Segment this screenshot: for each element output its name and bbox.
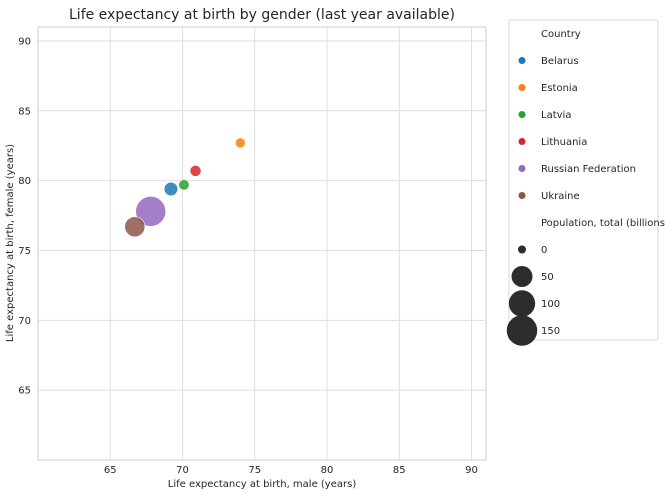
y-tick-label: 65	[18, 386, 31, 397]
legend-marker	[518, 84, 526, 91]
legend-frame	[508, 19, 659, 341]
x-tick-label: 65	[104, 465, 117, 476]
legend-size-marker	[511, 266, 533, 287]
data-point-latvia	[178, 179, 190, 191]
legend-marker	[518, 165, 526, 172]
data-point-russian-federation	[135, 196, 167, 227]
legend-size-marker	[506, 315, 538, 346]
legend-hue-title: Country	[541, 29, 581, 40]
legend-entry: Latvia	[541, 110, 571, 121]
legend-size-label: 150	[541, 326, 560, 337]
legend-marker	[518, 57, 526, 64]
legend-size-label: 100	[541, 299, 560, 310]
x-tick-label: 85	[393, 465, 406, 476]
y-tick-label: 75	[18, 246, 31, 257]
x-axis-label: Life expectancy at birth, male (years)	[168, 479, 357, 490]
legend: Country Belarus Estonia Latvia Lithuania Russ…	[506, 19, 665, 346]
legend-marker	[518, 138, 526, 145]
y-axis-ticks: 65 70 75 80 85 90	[18, 36, 31, 396]
x-tick-label: 75	[248, 465, 261, 476]
legend-entry: Estonia	[541, 83, 578, 94]
legend-size-marker	[518, 245, 526, 254]
y-tick-label: 80	[18, 176, 31, 187]
data-point-lithuania	[189, 165, 202, 177]
legend-entry: Lithuania	[541, 137, 587, 148]
legend-size-label: 50	[541, 272, 554, 283]
y-tick-label: 85	[18, 106, 31, 117]
legend-size-label: 0	[541, 245, 547, 256]
legend-size-marker	[508, 290, 536, 317]
x-tick-label: 80	[321, 465, 334, 476]
data-point-ukraine	[124, 216, 146, 238]
data-point-belarus	[163, 181, 179, 197]
legend-marker	[518, 111, 526, 118]
plot-area	[37, 26, 487, 461]
legend-size-title: Population, total (billions)	[541, 218, 665, 229]
legend-marker	[518, 192, 526, 199]
legend-entry: Russian Federation	[541, 164, 636, 175]
x-tick-label: 70	[176, 465, 189, 476]
x-axis-ticks: 65 70 75 80 85 90	[104, 465, 478, 476]
y-axis-label: Life expectancy at birth, female (years)	[5, 144, 16, 342]
y-tick-label: 70	[18, 316, 31, 327]
plot-frame	[37, 26, 487, 461]
data-point-estonia	[234, 137, 246, 149]
chart-title: Life expectancy at birth by gender (last…	[69, 7, 455, 23]
legend-entry: Ukraine	[541, 191, 580, 202]
x-tick-label: 90	[465, 465, 478, 476]
y-tick-label: 90	[18, 36, 31, 47]
legend-entry: Belarus	[541, 56, 579, 67]
data-points	[124, 137, 246, 238]
